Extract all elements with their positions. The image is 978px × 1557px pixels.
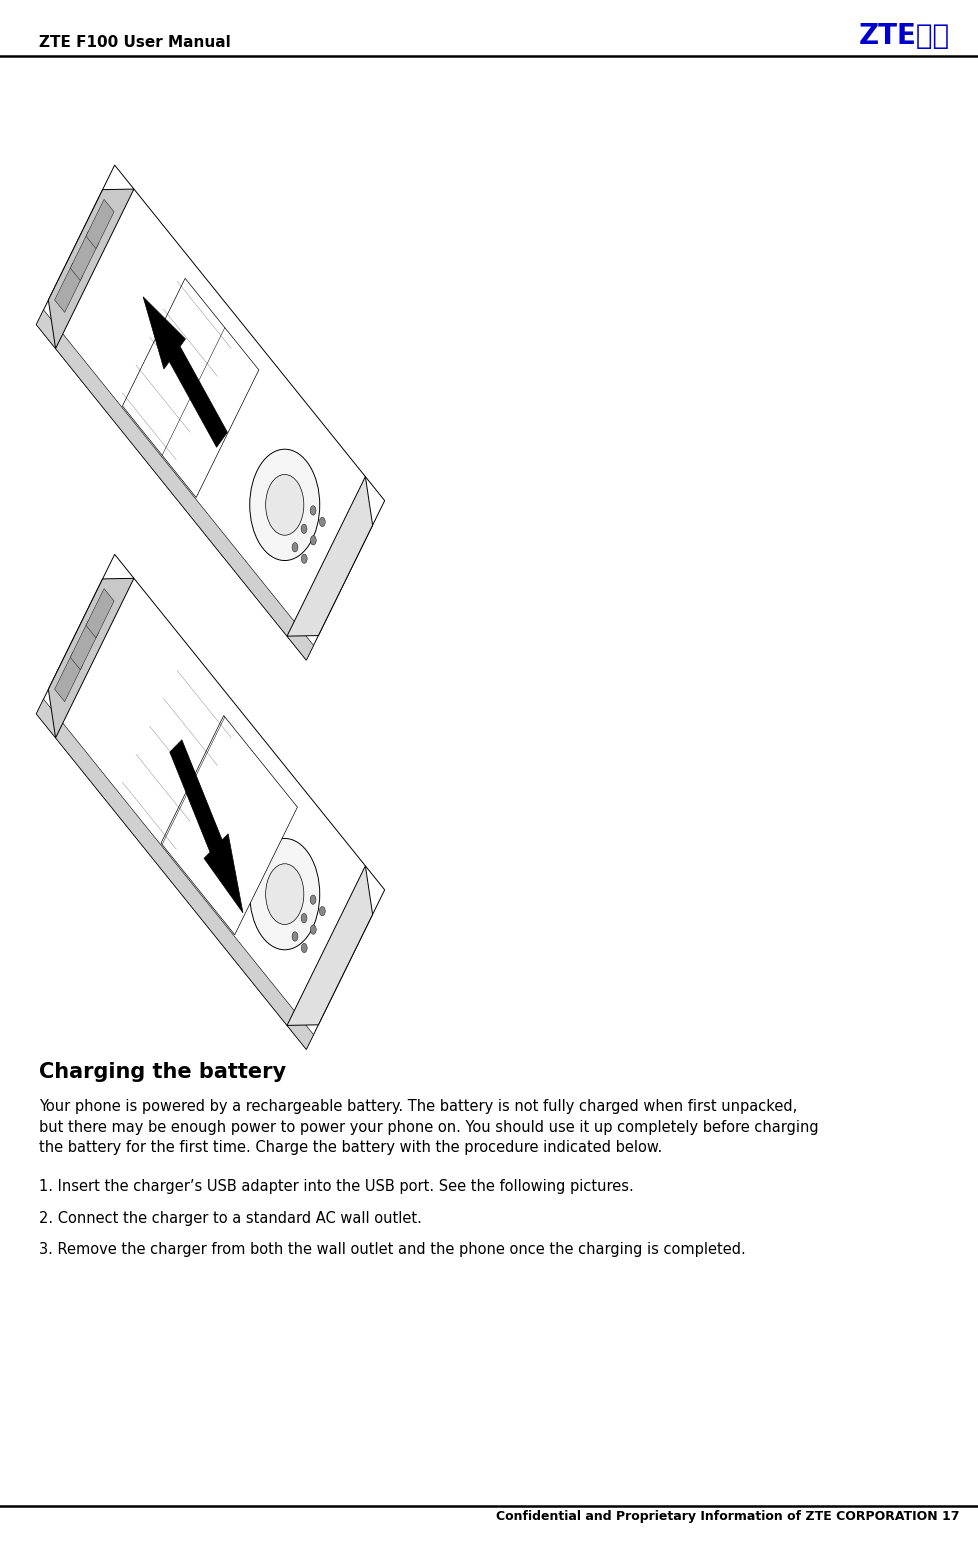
Circle shape (301, 944, 307, 953)
Polygon shape (169, 740, 243, 912)
Polygon shape (36, 165, 384, 660)
Circle shape (310, 536, 316, 545)
Polygon shape (70, 232, 99, 280)
Circle shape (249, 450, 320, 561)
Circle shape (301, 525, 307, 534)
Text: Your phone is powered by a rechargeable battery. The battery is not fully charge: Your phone is powered by a rechargeable … (39, 1099, 818, 1155)
Circle shape (291, 542, 297, 551)
Circle shape (265, 864, 303, 925)
Text: 2. Connect the charger to a standard AC wall outlet.: 2. Connect the charger to a standard AC … (39, 1211, 422, 1227)
Text: 1. Insert the charger’s USB adapter into the USB port. See the following picture: 1. Insert the charger’s USB adapter into… (39, 1179, 634, 1194)
Polygon shape (287, 866, 373, 1026)
Polygon shape (36, 699, 313, 1049)
Circle shape (301, 914, 307, 923)
Polygon shape (287, 476, 373, 637)
Text: ZTE中兴: ZTE中兴 (858, 22, 949, 50)
Circle shape (265, 475, 303, 536)
Polygon shape (122, 279, 258, 498)
Polygon shape (48, 188, 134, 349)
Polygon shape (55, 652, 83, 702)
Circle shape (310, 895, 316, 905)
Circle shape (249, 839, 320, 950)
Circle shape (301, 554, 307, 564)
Polygon shape (48, 578, 134, 738)
Polygon shape (143, 297, 227, 447)
Polygon shape (160, 716, 297, 934)
Polygon shape (55, 263, 83, 313)
Circle shape (310, 506, 316, 515)
Circle shape (291, 931, 297, 940)
Polygon shape (36, 554, 384, 1049)
Circle shape (319, 517, 325, 526)
Text: ZTE F100 User Manual: ZTE F100 User Manual (39, 34, 231, 50)
Polygon shape (86, 589, 114, 638)
Polygon shape (86, 199, 114, 249)
Circle shape (310, 925, 316, 934)
Text: Confidential and Proprietary Information of ZTE CORPORATION 17: Confidential and Proprietary Information… (496, 1510, 958, 1523)
Polygon shape (70, 621, 99, 670)
Circle shape (319, 906, 325, 916)
Text: Charging the battery: Charging the battery (39, 1062, 286, 1082)
Text: 3. Remove the charger from both the wall outlet and the phone once the charging : 3. Remove the charger from both the wall… (39, 1242, 745, 1258)
Polygon shape (36, 310, 313, 660)
